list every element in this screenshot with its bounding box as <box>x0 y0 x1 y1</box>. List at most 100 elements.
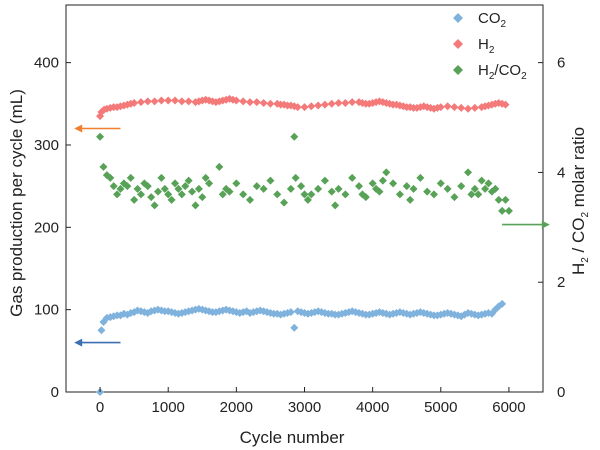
h2-co2-ratio-point <box>167 195 176 204</box>
x-tick-label: 2000 <box>220 399 253 416</box>
h2-co2-ratio-point <box>382 168 391 177</box>
h2-co2-ratio-point <box>467 190 476 199</box>
h2-point <box>334 98 343 107</box>
plot-border <box>65 4 544 393</box>
h2-co2-ratio-point <box>375 187 384 196</box>
h2-point <box>252 98 261 107</box>
h2-co2-ratio-point <box>484 179 493 188</box>
y2-tick-label: 6 <box>557 55 565 72</box>
h2-co2-ratio-point <box>150 201 159 210</box>
h2-co2-ratio-point <box>416 173 425 182</box>
h2-co2-ratio-point <box>201 173 210 182</box>
co2-point <box>290 323 299 332</box>
h2-co2-ratio-point <box>314 184 323 193</box>
x-tick-label: 4000 <box>356 399 389 416</box>
h2-point <box>436 103 445 112</box>
h2-co2-ratio-point <box>136 190 145 199</box>
h2-co2-ratio-point <box>157 173 166 182</box>
legend-item-h2-co2-ratio: H2/CO2 <box>453 62 527 82</box>
h2-point <box>164 96 173 105</box>
h2-co2-ratio-point <box>164 190 173 199</box>
h2-co2-ratio-point <box>218 190 227 199</box>
x-axis-ticks: 0 1000 2000 3000 4000 5000 6000 <box>96 387 526 416</box>
ratio-axis-arrow <box>502 220 550 229</box>
legend-marker <box>453 65 463 75</box>
h2-co2-ratio-point <box>215 162 224 171</box>
h2-co2-ratio-point <box>99 162 108 171</box>
y2-axis-ticks: 0 2 4 6 <box>538 55 565 401</box>
h2-co2-ratio-point <box>266 176 275 185</box>
h2-co2-ratio-point <box>133 184 142 193</box>
h2-co2-ratio-point <box>174 184 183 193</box>
h2-co2-ratio-point <box>290 132 299 141</box>
h2-co2-ratio-point <box>245 195 254 204</box>
h2-co2-ratio-point <box>252 182 261 191</box>
h2-co2-ratio-point <box>303 195 312 204</box>
h2-co2-ratio-point <box>109 182 118 191</box>
h2-point <box>293 103 302 112</box>
plot-frame <box>65 4 544 393</box>
h2-co2-ratio-point <box>177 190 186 199</box>
legend-label: H2/CO2 <box>478 62 527 82</box>
h2-co2-ratio-point <box>188 187 197 196</box>
h2-point <box>143 97 152 106</box>
legend-label: H2 <box>478 36 495 56</box>
h2-co2-ratio-point <box>239 190 248 199</box>
h2-co2-ratio-point <box>153 187 162 196</box>
y-tick-label: 100 <box>34 302 59 319</box>
h2-co2-ratio-point <box>457 182 466 191</box>
h2-co2-ratio-point <box>331 201 340 210</box>
h2-point <box>327 99 336 108</box>
h2-point <box>450 103 459 112</box>
h2-point <box>177 97 186 106</box>
h2-co2-ratio-point <box>501 195 510 204</box>
y-tick-label: 200 <box>34 219 59 236</box>
h2-point <box>184 97 193 106</box>
h2-co2-ratio-point <box>198 193 207 202</box>
h2-point <box>341 98 350 107</box>
h2-co2-ratio-point <box>194 184 203 193</box>
h2-co2-ratio-point <box>106 173 115 182</box>
x-tick-label: 5000 <box>424 399 457 416</box>
y-tick-label: 400 <box>34 55 59 72</box>
h2-co2-ratio-point <box>423 187 432 196</box>
h2-co2-ratio-point <box>273 190 282 199</box>
h2-co2-ratio-point <box>232 179 241 188</box>
h2-point <box>150 97 159 106</box>
y2-tick-label: 0 <box>557 384 565 401</box>
h2-co2-ratio-point <box>327 187 336 196</box>
h2-co2-ratio-point <box>491 184 500 193</box>
h2-co2-ratio-point <box>225 187 234 196</box>
h2-co2-ratio-point <box>481 184 490 193</box>
h2-co2-ratio-point <box>429 190 438 199</box>
h2-co2-ratio-point <box>113 190 122 199</box>
h2-co2-ratio-point <box>450 193 459 202</box>
h2-axis-arrow <box>74 124 121 133</box>
h2-co2-ratio-point <box>474 190 483 199</box>
y2-tick-label: 2 <box>557 274 565 291</box>
h2-point <box>157 96 166 105</box>
h2-point <box>239 97 248 106</box>
h2-point <box>348 98 357 107</box>
h2-co2-ratio-point <box>378 176 387 185</box>
h2-point <box>501 100 510 109</box>
h2-co2-ratio-point <box>259 184 268 193</box>
legend-marker <box>453 39 463 49</box>
annotation-arrows <box>74 124 550 347</box>
h2-point <box>171 96 180 105</box>
h2-co2-ratio-point <box>494 195 503 204</box>
h2-point <box>266 99 275 108</box>
h2-co2-ratio-point <box>184 176 193 185</box>
h2-co2-ratio-point <box>291 173 300 182</box>
x-axis-title: Cycle number <box>240 428 345 447</box>
legend-marker <box>453 13 463 23</box>
h2-co2-ratio-point <box>181 182 190 191</box>
h2-co2-ratio-point <box>504 206 513 215</box>
h2-co2-ratio-point <box>477 176 486 185</box>
data-points <box>96 94 513 396</box>
legend-item-h2: H2 <box>453 36 495 56</box>
x-tick-label: 3000 <box>288 399 321 416</box>
h2-point <box>130 98 139 107</box>
h2-co2-ratio-point <box>464 168 473 177</box>
